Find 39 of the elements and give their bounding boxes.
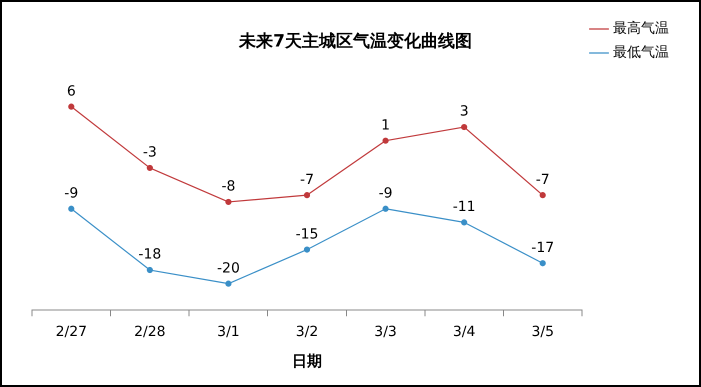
data-label: -7 xyxy=(300,172,314,188)
point xyxy=(540,192,546,198)
x-tick-label: 3/2 xyxy=(296,324,318,340)
data-label: -8 xyxy=(221,178,236,195)
data-label: -3 xyxy=(142,144,157,161)
data-label: -7 xyxy=(536,172,550,188)
legend-label: 最高气温 xyxy=(613,20,669,37)
data-label: -20 xyxy=(216,260,240,276)
data-label: -9 xyxy=(378,185,393,202)
chart-title: 未来7天主城区气温变化曲线图 xyxy=(238,32,472,52)
data-label: 3 xyxy=(460,104,469,120)
x-tick-label: 2/28 xyxy=(134,324,166,340)
data-label: -15 xyxy=(296,226,318,242)
point xyxy=(461,124,468,130)
data-label: 6 xyxy=(66,83,76,100)
point xyxy=(540,260,546,266)
data-label: -18 xyxy=(138,246,162,263)
point xyxy=(382,206,389,212)
x-axis-title: 日期 xyxy=(292,352,322,370)
data-label: -11 xyxy=(452,199,476,216)
point xyxy=(68,104,74,110)
x-tick-label: 2/27 xyxy=(56,324,88,340)
point xyxy=(461,219,468,226)
point xyxy=(225,280,232,287)
point xyxy=(304,246,310,253)
point xyxy=(68,206,74,212)
x-tick-label: 3/4 xyxy=(452,324,476,340)
data-label: -17 xyxy=(531,240,554,256)
point xyxy=(382,138,389,144)
x-tick-label: 3/1 xyxy=(217,324,240,340)
x-tick-label: 3/5 xyxy=(531,324,554,340)
data-label: -9 xyxy=(64,185,78,202)
point xyxy=(225,198,232,206)
point xyxy=(304,192,310,198)
point xyxy=(146,266,153,274)
point xyxy=(146,164,153,172)
data-label: 1 xyxy=(381,117,390,134)
legend-label: 最低气温 xyxy=(613,44,669,61)
x-tick-label: 3/3 xyxy=(374,324,397,340)
